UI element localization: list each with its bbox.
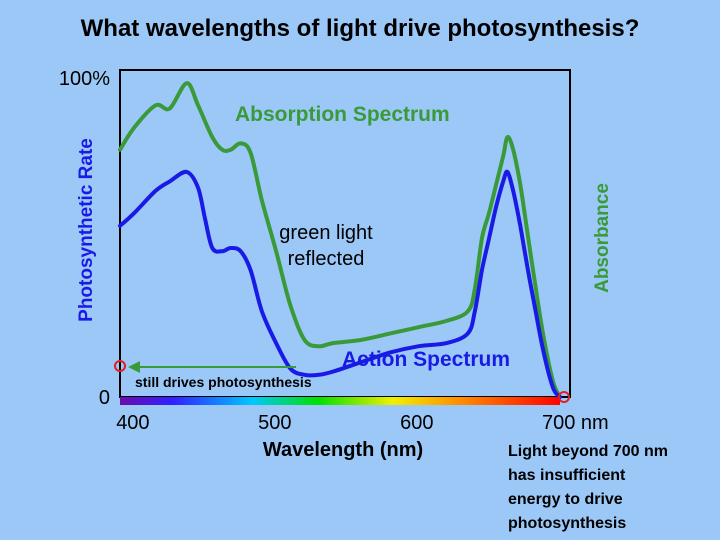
x-axis-label: Wavelength (nm) — [263, 439, 423, 461]
visible-spectrum-bar — [120, 397, 560, 405]
note-line-4: photosynthesis — [508, 515, 626, 532]
action-spectrum-line — [118, 169, 562, 399]
action-spectrum-label: Action Spectrum — [342, 348, 510, 371]
x-tick-label: 700 nm — [542, 412, 609, 434]
still-drives-annotation: still drives photosynthesis — [135, 374, 312, 390]
green-light-annotation-line2: reflected — [288, 248, 365, 270]
y-axis-label-right: Absorbance — [592, 183, 613, 293]
marker-circle-left — [114, 360, 126, 372]
note-line-1: Light beyond 700 nm — [508, 443, 668, 460]
green-light-annotation-line1: green light — [279, 222, 373, 244]
x-tick-label: 400 — [116, 412, 149, 434]
absorption-spectrum-line — [118, 81, 562, 399]
note-line-2: has insufficient — [508, 467, 626, 484]
x-tick-label: 500 — [258, 412, 291, 434]
y-tick-label: 100% — [59, 68, 110, 90]
note-line-3: energy to drive — [508, 491, 623, 508]
x-tick-labels: 400 500 600 700 nm — [116, 412, 609, 434]
marker-circle-700nm — [558, 391, 570, 403]
y-tick-label: 0 — [99, 387, 110, 409]
y-tick-labels: 0 100% — [59, 68, 110, 409]
absorption-spectrum-label: Absorption Spectrum — [235, 103, 450, 126]
x-tick-label: 600 — [400, 412, 433, 434]
chart-title: What wavelengths of light drive photosyn… — [81, 15, 640, 42]
y-axis-label-left: Photosynthetic Rate — [76, 138, 97, 322]
still-drives-arrowhead — [128, 361, 140, 373]
